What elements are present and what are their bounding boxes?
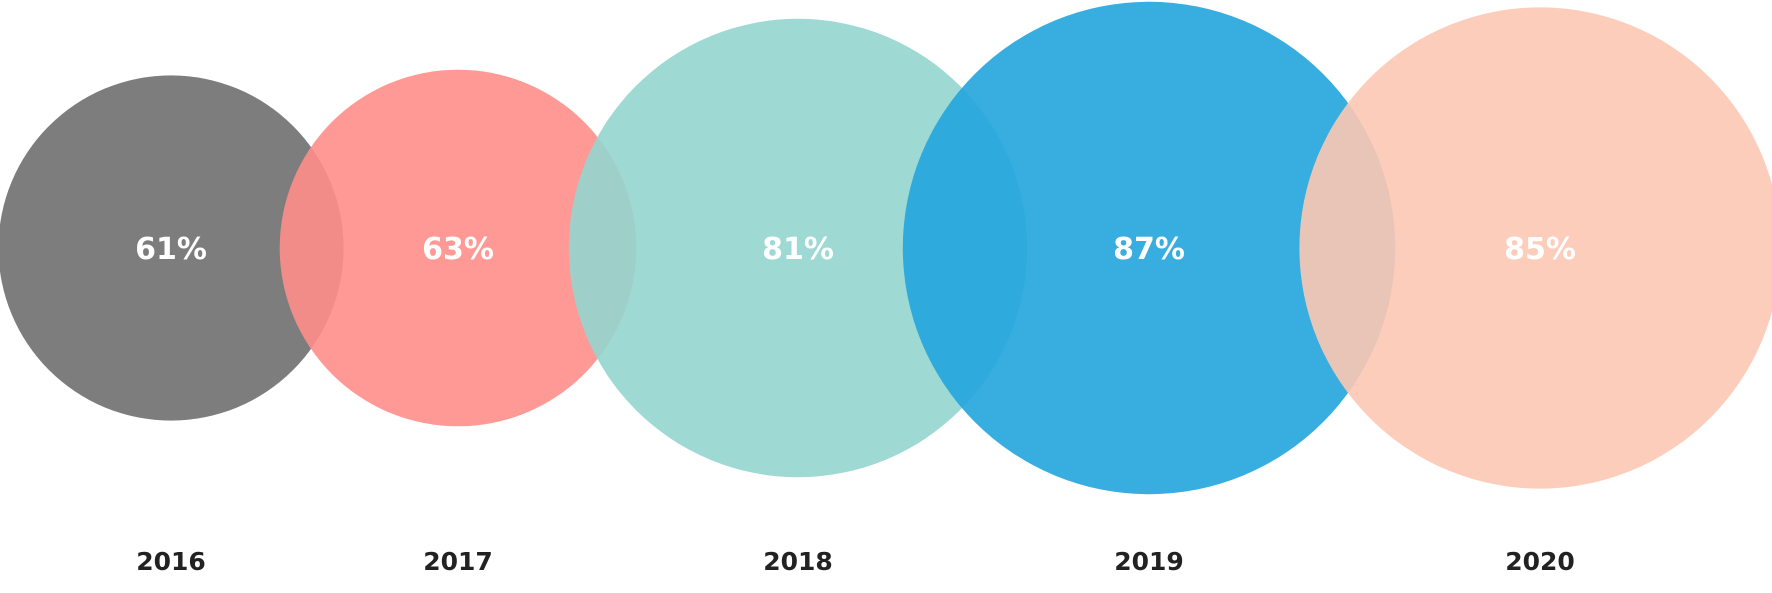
bubble-2018 xyxy=(568,18,1028,478)
year-label-2017: 2017 xyxy=(423,547,493,576)
year-label-2016: 2016 xyxy=(136,547,206,576)
bubble-2017 xyxy=(279,69,637,427)
bubble-value-2020: 85% xyxy=(1504,232,1576,267)
year-label-2018: 2018 xyxy=(763,547,833,576)
bubble-2019 xyxy=(902,1,1396,495)
bubble-2016 xyxy=(0,75,344,421)
bubble-value-2019: 87% xyxy=(1113,232,1185,267)
bubble-value-2017: 63% xyxy=(422,232,494,267)
bubbles-group xyxy=(0,1,1772,495)
bubble-value-2016: 61% xyxy=(135,232,207,267)
bubble-2020 xyxy=(1299,7,1772,489)
year-label-2020: 2020 xyxy=(1505,547,1575,576)
bubble-value-2018: 81% xyxy=(762,232,834,267)
year-labels-group: 2016 2017 2018 2019 2020 xyxy=(136,547,1575,576)
year-label-2019: 2019 xyxy=(1114,547,1184,576)
value-labels-group: 61% 63% 81% 87% 85% xyxy=(135,232,1576,267)
